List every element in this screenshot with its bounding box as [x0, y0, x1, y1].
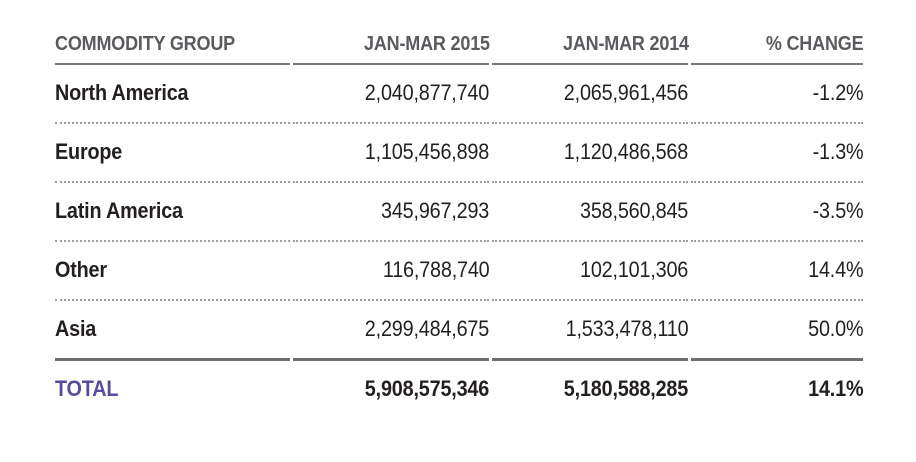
table-row-asia: Asia 2,299,484,675 1,533,478,110 50.0%	[55, 301, 863, 361]
table-row-europe: Europe 1,105,456,898 1,120,486,568 -1.3%	[55, 124, 863, 183]
total-value-pct-change: 14.1%	[807, 376, 863, 401]
total-value-2015: 5,908,575,346	[365, 376, 490, 401]
value-2015: 2,299,484,675	[365, 316, 490, 341]
value-pct-change: -1.3%	[812, 139, 863, 164]
total-label: TOTAL	[55, 376, 119, 401]
value-2014: 102,101,306	[580, 257, 689, 282]
value-pct-change: 14.4%	[807, 257, 863, 282]
total-value-2014: 5,180,588,285	[564, 376, 689, 401]
column-header-pct-change: % CHANGE	[765, 33, 863, 55]
column-header-jan-mar-2014: JAN-MAR 2014	[562, 33, 689, 55]
value-pct-change: 50.0%	[807, 316, 863, 341]
table-row-latin-america: Latin America 345,967,293 358,560,845 -3…	[55, 183, 863, 242]
row-label: Latin America	[55, 198, 183, 223]
value-2014: 1,120,486,568	[564, 139, 689, 164]
value-2014: 2,065,961,456	[564, 80, 689, 105]
value-2015: 1,105,456,898	[365, 139, 490, 164]
value-2015: 116,788,740	[382, 257, 490, 282]
row-label: Other	[55, 257, 107, 282]
table-total-row: TOTAL 5,908,575,346 5,180,588,285 14.1%	[55, 361, 863, 400]
table-header-row: COMMODITY GROUP JAN-MAR 2015 JAN-MAR 201…	[55, 34, 863, 65]
column-header-jan-mar-2015: JAN-MAR 2015	[363, 33, 490, 55]
table-row-other: Other 116,788,740 102,101,306 14.4%	[55, 242, 863, 301]
commodity-table: COMMODITY GROUP JAN-MAR 2015 JAN-MAR 201…	[52, 34, 866, 400]
row-label: Asia	[55, 316, 97, 341]
column-header-commodity-group: COMMODITY GROUP	[55, 33, 235, 55]
value-2015: 345,967,293	[381, 198, 490, 223]
value-2015: 2,040,877,740	[365, 80, 490, 105]
value-pct-change: -1.2%	[812, 80, 863, 105]
table-row-north-america: North America 2,040,877,740 2,065,961,45…	[55, 65, 863, 124]
value-2014: 358,560,845	[580, 198, 689, 223]
row-label: North America	[55, 80, 189, 105]
value-pct-change: -3.5%	[812, 198, 863, 223]
row-label: Europe	[55, 139, 123, 164]
value-2014: 1,533,478,110	[565, 316, 689, 341]
